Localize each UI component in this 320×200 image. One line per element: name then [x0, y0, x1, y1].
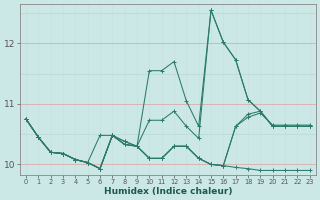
- X-axis label: Humidex (Indice chaleur): Humidex (Indice chaleur): [104, 187, 232, 196]
